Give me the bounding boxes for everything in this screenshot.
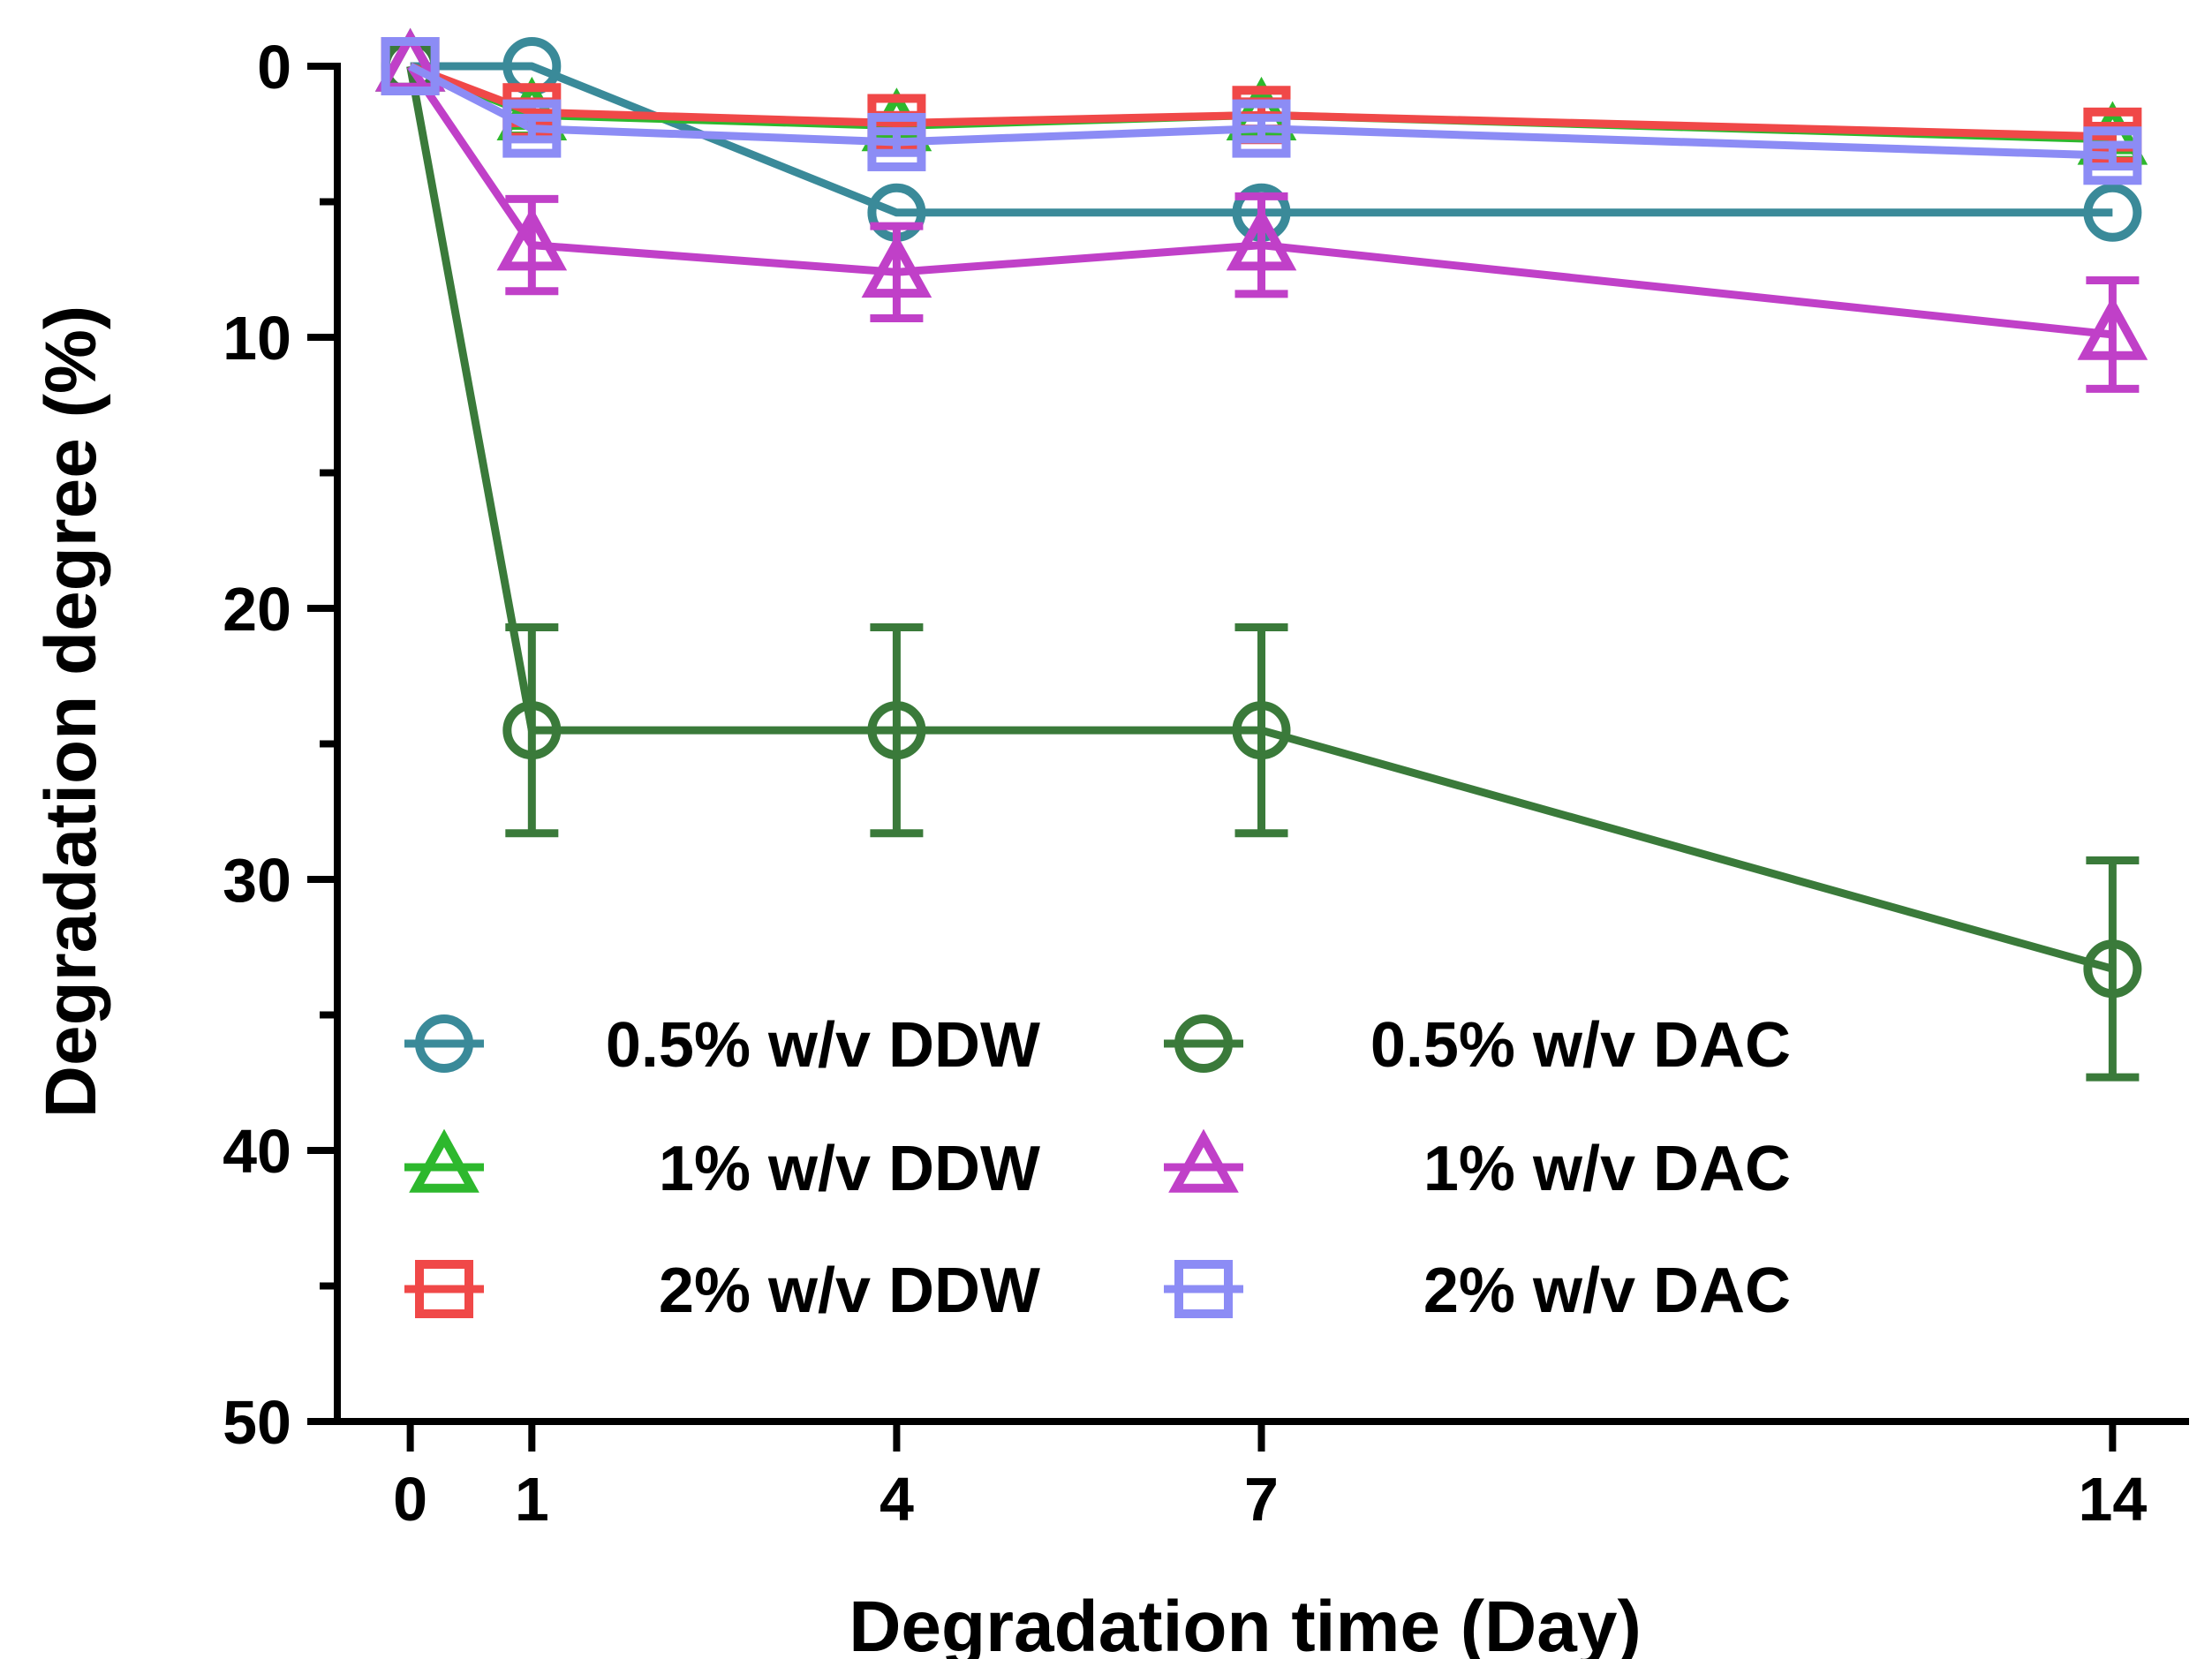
legend-label: 0.5% w/v DAC: [1370, 1010, 1791, 1081]
legend-label: 1% w/v DAC: [1423, 1134, 1791, 1204]
legend: 0.5% w/v DDW 1% w/v DDW 2% w/v DDW 0.5% w/v…: [404, 1010, 1791, 1326]
legend-marker: [415, 1014, 473, 1073]
data-point: [2083, 939, 2142, 999]
legend-label: 0.5% w/v DDW: [606, 1010, 1040, 1081]
legend-marker: [415, 1260, 473, 1318]
data-point: [502, 99, 562, 158]
data-point: [496, 207, 568, 271]
series-line: [410, 62, 2113, 217]
x-axis-title: Degradation time (Day): [849, 1587, 1642, 1659]
data-point: [867, 112, 926, 171]
y-axis-title: Degradation degree (%): [31, 305, 111, 1118]
legend-marker: [1174, 1260, 1233, 1318]
data-point: [502, 701, 562, 760]
legend-label: 2% w/v DDW: [659, 1256, 1040, 1326]
data-point: [1226, 207, 1297, 271]
legend-item: 0.5% w/v DDW: [404, 1010, 1040, 1081]
y-tick-label: 0: [257, 33, 291, 102]
x-tick-label: 14: [2078, 1465, 2147, 1534]
y-tick-label: 20: [223, 575, 291, 644]
x-tick-label: 0: [393, 1465, 427, 1534]
data-point: [1232, 99, 1291, 158]
y-tick-label: 50: [223, 1388, 291, 1457]
y-tick-label: 10: [223, 304, 291, 373]
legend-item: 1% w/v DAC: [1164, 1128, 1791, 1204]
legend-label: 2% w/v DAC: [1423, 1256, 1791, 1326]
series-1pct-w-v-dac: [374, 27, 2148, 393]
legend-marker: [1174, 1014, 1233, 1073]
data-point: [861, 233, 932, 298]
legend-label: 1% w/v DDW: [659, 1134, 1040, 1204]
legend-marker: [1168, 1128, 1239, 1193]
legend-item: 2% w/v DDW: [404, 1256, 1040, 1326]
y-tick-label: 30: [223, 846, 291, 915]
x-tick-label: 1: [515, 1465, 549, 1534]
data-point: [2083, 126, 2142, 185]
x-tick-label: 7: [1244, 1465, 1279, 1534]
data-point: [867, 701, 926, 760]
x-tick-label: 4: [880, 1465, 914, 1534]
data-point: [2083, 183, 2142, 242]
series-layer: [374, 27, 2148, 1082]
data-point: [381, 37, 440, 95]
data-point: [1232, 701, 1291, 760]
legend-item: 1% w/v DDW: [404, 1128, 1040, 1204]
legend-marker: [409, 1128, 479, 1193]
legend-item: 0.5% w/v DAC: [1164, 1010, 1791, 1081]
series-2pct-w-v-dac: [381, 37, 2142, 185]
legend-item: 2% w/v DAC: [1164, 1256, 1791, 1326]
data-point: [2077, 296, 2148, 360]
y-tick-label: 40: [223, 1117, 291, 1186]
